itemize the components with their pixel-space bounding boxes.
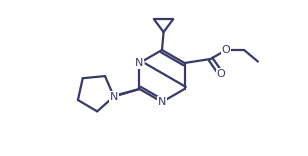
Circle shape [222,46,230,54]
Text: O: O [222,45,230,55]
Circle shape [157,98,167,107]
Circle shape [135,58,144,68]
Text: N: N [110,92,118,102]
Circle shape [217,70,225,78]
Text: O: O [217,69,225,79]
Circle shape [109,92,118,101]
Text: N: N [135,58,144,68]
Text: N: N [158,97,166,107]
